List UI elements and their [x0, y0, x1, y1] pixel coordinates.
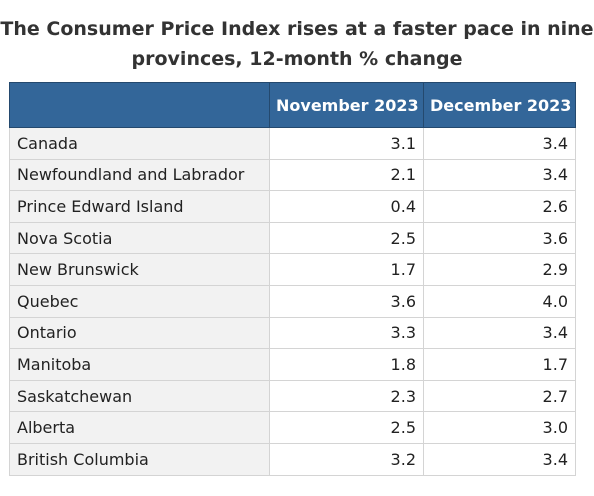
column-header-december-2023: December 2023: [423, 82, 576, 128]
column-header-november-2023: November 2023: [269, 82, 424, 128]
value-cell-november-2023: 3.2: [269, 442, 424, 476]
table-body: Canada 3.1 3.4 Newfoundland and Labrador 2.1…: [9, 127, 576, 476]
value-cell-november-2023: 1.8: [269, 348, 424, 381]
value-cell-december-2023: 3.6: [423, 221, 576, 255]
table-row: Manitoba 1.8 1.7: [9, 348, 576, 381]
header-stub-cell: [9, 82, 270, 128]
table-row: Prince Edward Island 0.4 2.6: [9, 190, 576, 223]
table-row: Alberta 2.5 3.0: [9, 411, 576, 444]
row-label-cell: Nova Scotia: [9, 221, 270, 255]
row-label-cell: Canada: [9, 127, 270, 160]
row-label-cell: Alberta: [9, 411, 270, 444]
table-row: British Columbia 3.2 3.4: [9, 442, 576, 476]
value-cell-december-2023: 2.7: [423, 379, 576, 413]
table-row: Nova Scotia 2.5 3.6: [9, 221, 576, 255]
table-row: Saskatchewan 2.3 2.7: [9, 379, 576, 413]
value-cell-december-2023: 3.4: [423, 158, 576, 192]
value-cell-november-2023: 2.5: [269, 221, 424, 255]
value-cell-november-2023: 3.1: [269, 127, 424, 160]
row-label-cell: Quebec: [9, 284, 270, 318]
row-label-cell: Manitoba: [9, 348, 270, 381]
table-row: Quebec 3.6 4.0: [9, 284, 576, 318]
value-cell-december-2023: 2.6: [423, 190, 576, 223]
value-cell-november-2023: 2.5: [269, 411, 424, 444]
value-cell-november-2023: 1.7: [269, 253, 424, 286]
value-cell-november-2023: 2.3: [269, 379, 424, 413]
row-label-cell: New Brunswick: [9, 253, 270, 286]
table-title: The Consumer Price Index rises at a fast…: [0, 18, 594, 70]
row-label-cell: Ontario: [9, 316, 270, 350]
value-cell-november-2023: 3.3: [269, 316, 424, 350]
table-row: Newfoundland and Labrador 2.1 3.4: [9, 158, 576, 192]
row-label-cell: Prince Edward Island: [9, 190, 270, 223]
value-cell-december-2023: 3.4: [423, 127, 576, 160]
value-cell-november-2023: 0.4: [269, 190, 424, 223]
value-cell-december-2023: 2.9: [423, 253, 576, 286]
row-label-cell: Newfoundland and Labrador: [9, 158, 270, 192]
value-cell-december-2023: 4.0: [423, 284, 576, 318]
cpi-table: November 2023 December 2023 Canada 3.1 3.4…: [9, 82, 576, 476]
value-cell-december-2023: 3.4: [423, 442, 576, 476]
value-cell-december-2023: 3.0: [423, 411, 576, 444]
value-cell-november-2023: 2.1: [269, 158, 424, 192]
table-row: New Brunswick 1.7 2.9: [9, 253, 576, 286]
table-row: Ontario 3.3 3.4: [9, 316, 576, 350]
value-cell-november-2023: 3.6: [269, 284, 424, 318]
table-row: Canada 3.1 3.4: [9, 127, 576, 160]
row-label-cell: Saskatchewan: [9, 379, 270, 413]
header-row: November 2023 December 2023: [9, 82, 576, 128]
value-cell-december-2023: 3.4: [423, 316, 576, 350]
value-cell-december-2023: 1.7: [423, 348, 576, 381]
row-label-cell: British Columbia: [9, 442, 270, 476]
